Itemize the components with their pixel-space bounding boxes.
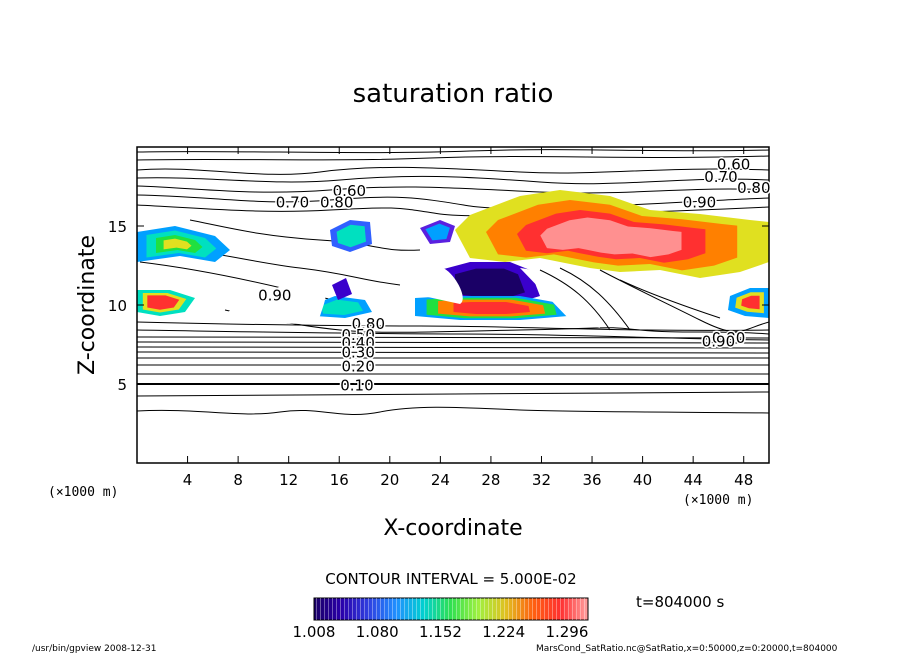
x-tick-label: 44 (684, 471, 703, 489)
x-tick-label: 40 (633, 471, 652, 489)
contour-label: 0.80 (320, 193, 353, 211)
contour-labels: 0.600.700.800.900.600.70 0.800.900.800.50… (257, 154, 772, 396)
x-axis: 4 8 12 16 20 24 28 32 36 40 44 48 (183, 147, 753, 489)
contour-label: 0.20 (341, 358, 374, 376)
colorbar-tick-label: 1.296 (545, 623, 588, 641)
saturation-fill (453, 302, 530, 314)
saturation-fill-regions (137, 190, 769, 320)
x-tick-label: 48 (734, 471, 753, 489)
x-axis-title: X-coordinate (383, 516, 522, 541)
x-tick-label: 20 (380, 471, 399, 489)
saturation-fill (147, 295, 180, 310)
contour-label: 0.40 (341, 334, 374, 352)
x-tick-label: 8 (233, 471, 243, 489)
contour-label: 0.80 (352, 315, 385, 333)
contour-label: 0.80 (737, 179, 770, 197)
saturation-fill (332, 278, 352, 300)
x-tick-label: 28 (481, 471, 500, 489)
y-axis: 5 10 15 (108, 218, 769, 394)
colorbar-ticks: 1.008 1.080 1.152 1.224 1.296 (293, 623, 589, 641)
x-tick-label: 16 (330, 471, 349, 489)
contour-lines (137, 149, 769, 415)
z-axis-unit: (×1000 m) (48, 485, 118, 500)
y-tick-label: 10 (108, 297, 127, 315)
contour-label: 0.10 (340, 377, 373, 395)
y-tick-label: 15 (108, 218, 127, 236)
time-label: t=804000 s (636, 593, 724, 611)
footer-left: /usr/bin/gpview 2008-12-31 (32, 644, 156, 654)
plot-area (137, 149, 769, 415)
contour-label: 0.70 (276, 193, 309, 211)
saturation-fill (741, 295, 760, 310)
contour-label: 0.60 (333, 182, 366, 200)
colorbar-tick-label: 1.152 (419, 623, 462, 641)
contour-label: 0.90 (683, 193, 716, 211)
x-axis-unit: (×1000 m) (683, 493, 753, 508)
contour-label: 0.50 (341, 326, 374, 344)
colorbar-tick-label: 1.008 (293, 623, 336, 641)
saturation-fill (336, 224, 366, 248)
saturation-fill (540, 217, 682, 258)
contour-label: 0.60 (717, 155, 750, 173)
footer-right: MarsCond_SatRatio.nc@SatRatio,x=0:50000,… (536, 644, 838, 654)
contour-label: 0.80 (712, 329, 745, 347)
contour-interval: CONTOUR INTERVAL = 5.000E-02 (325, 570, 576, 588)
saturation-fill (321, 299, 363, 315)
x-tick-label: 36 (582, 471, 601, 489)
colorbar (313, 597, 589, 621)
x-tick-label: 32 (532, 471, 551, 489)
x-tick-label: 12 (279, 471, 298, 489)
saturation-fill (425, 223, 450, 241)
contour-label: 0.30 (341, 343, 374, 361)
y-axis-title: Z-coordinate (75, 235, 100, 375)
y-tick-label: 5 (117, 376, 127, 394)
x-tick-label: 24 (431, 471, 450, 489)
colorbar-tick-label: 1.080 (356, 623, 399, 641)
x-tick-label: 4 (183, 471, 193, 489)
contour-label: 0.70 (704, 168, 737, 186)
contour-label: 0.90 (702, 332, 735, 350)
saturation-fill (455, 268, 525, 297)
colorbar-tick-label: 1.224 (482, 623, 525, 641)
chart-title: saturation ratio (353, 79, 554, 109)
contour-label: 0.90 (258, 287, 291, 305)
saturation-fill (163, 238, 192, 250)
